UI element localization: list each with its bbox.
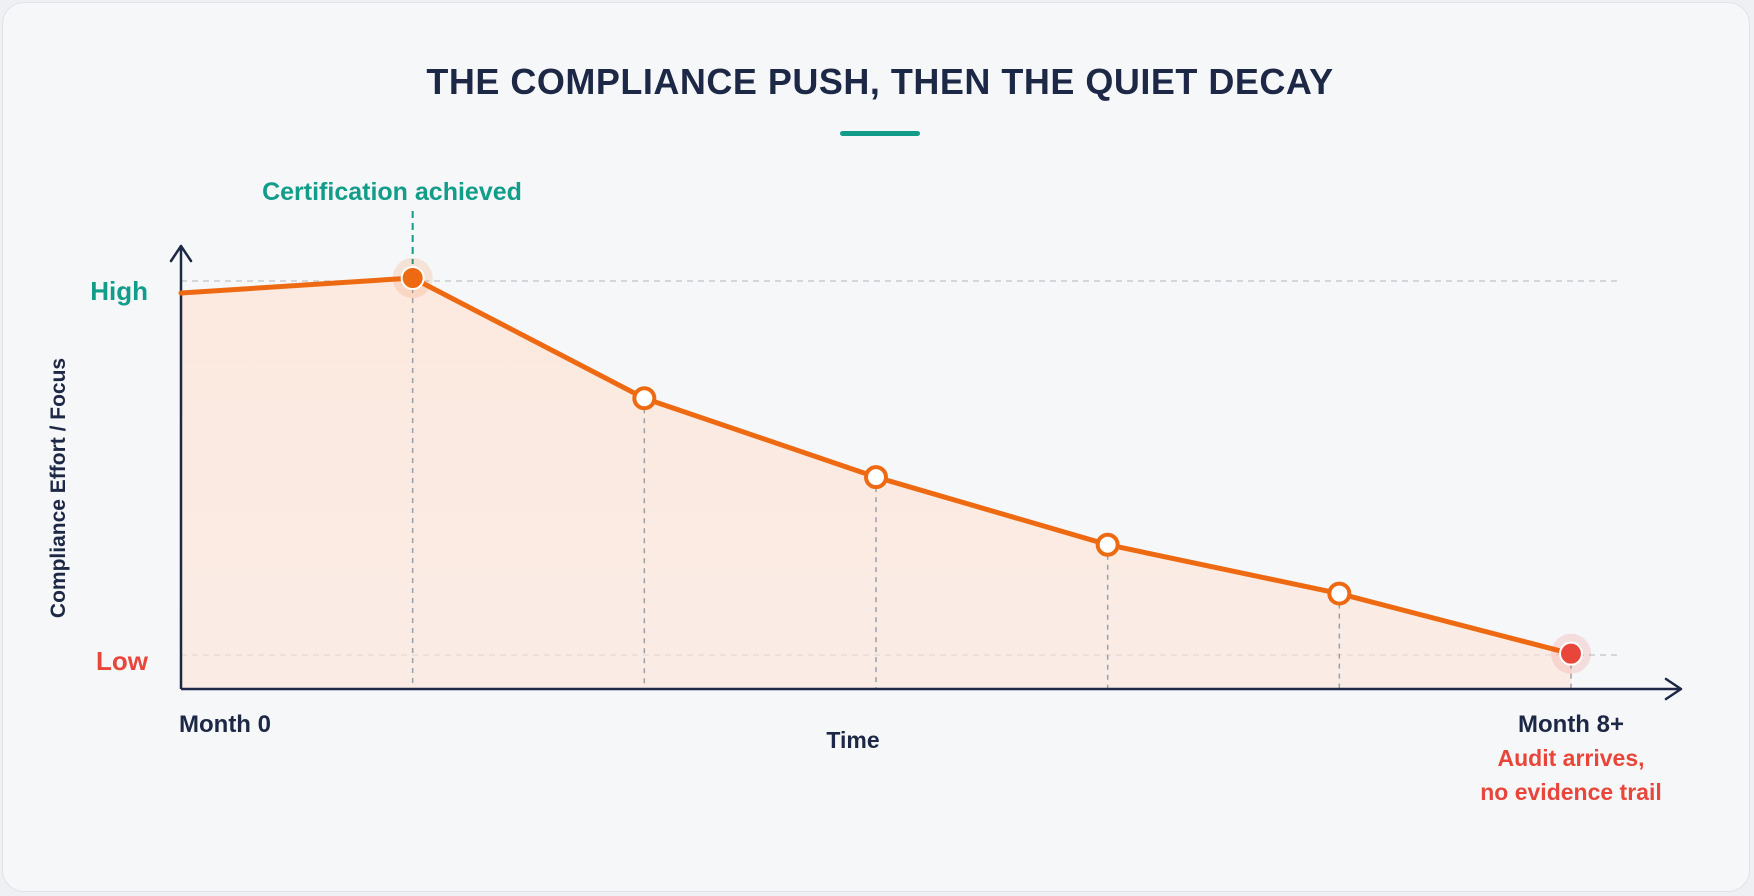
y-axis-label: Compliance Effort / Focus [47, 358, 70, 618]
title-underline [840, 131, 920, 136]
data-point-end [1559, 641, 1583, 666]
data-point-peak [400, 266, 425, 290]
chart-title: THE COMPLIANCE PUSH, THEN THE QUIET DECA… [426, 61, 1334, 102]
data-point [1095, 532, 1120, 557]
drop-lines [411, 278, 1572, 689]
data-markers [392, 258, 1591, 674]
data-point [632, 386, 657, 411]
data-point [1327, 581, 1352, 606]
x-axis-arrowhead [1664, 677, 1683, 701]
x-tick-end: Month 8+ [1518, 711, 1624, 738]
end-annotation-line-1: Audit arrives, [1498, 745, 1645, 771]
y-tick-low: Low [96, 646, 149, 676]
y-tick-high: High [90, 276, 148, 306]
x-tick-start: Month 0 [179, 711, 271, 738]
data-point [864, 465, 888, 490]
x-axis-label: Time [826, 727, 879, 753]
peak-annotation: Certification achieved [262, 178, 522, 206]
chart-plot: Certification achieved High Low Complian… [47, 178, 1683, 805]
y-axis-arrowhead [169, 244, 193, 263]
end-annotation-line-2: no evidence trail [1480, 779, 1662, 805]
